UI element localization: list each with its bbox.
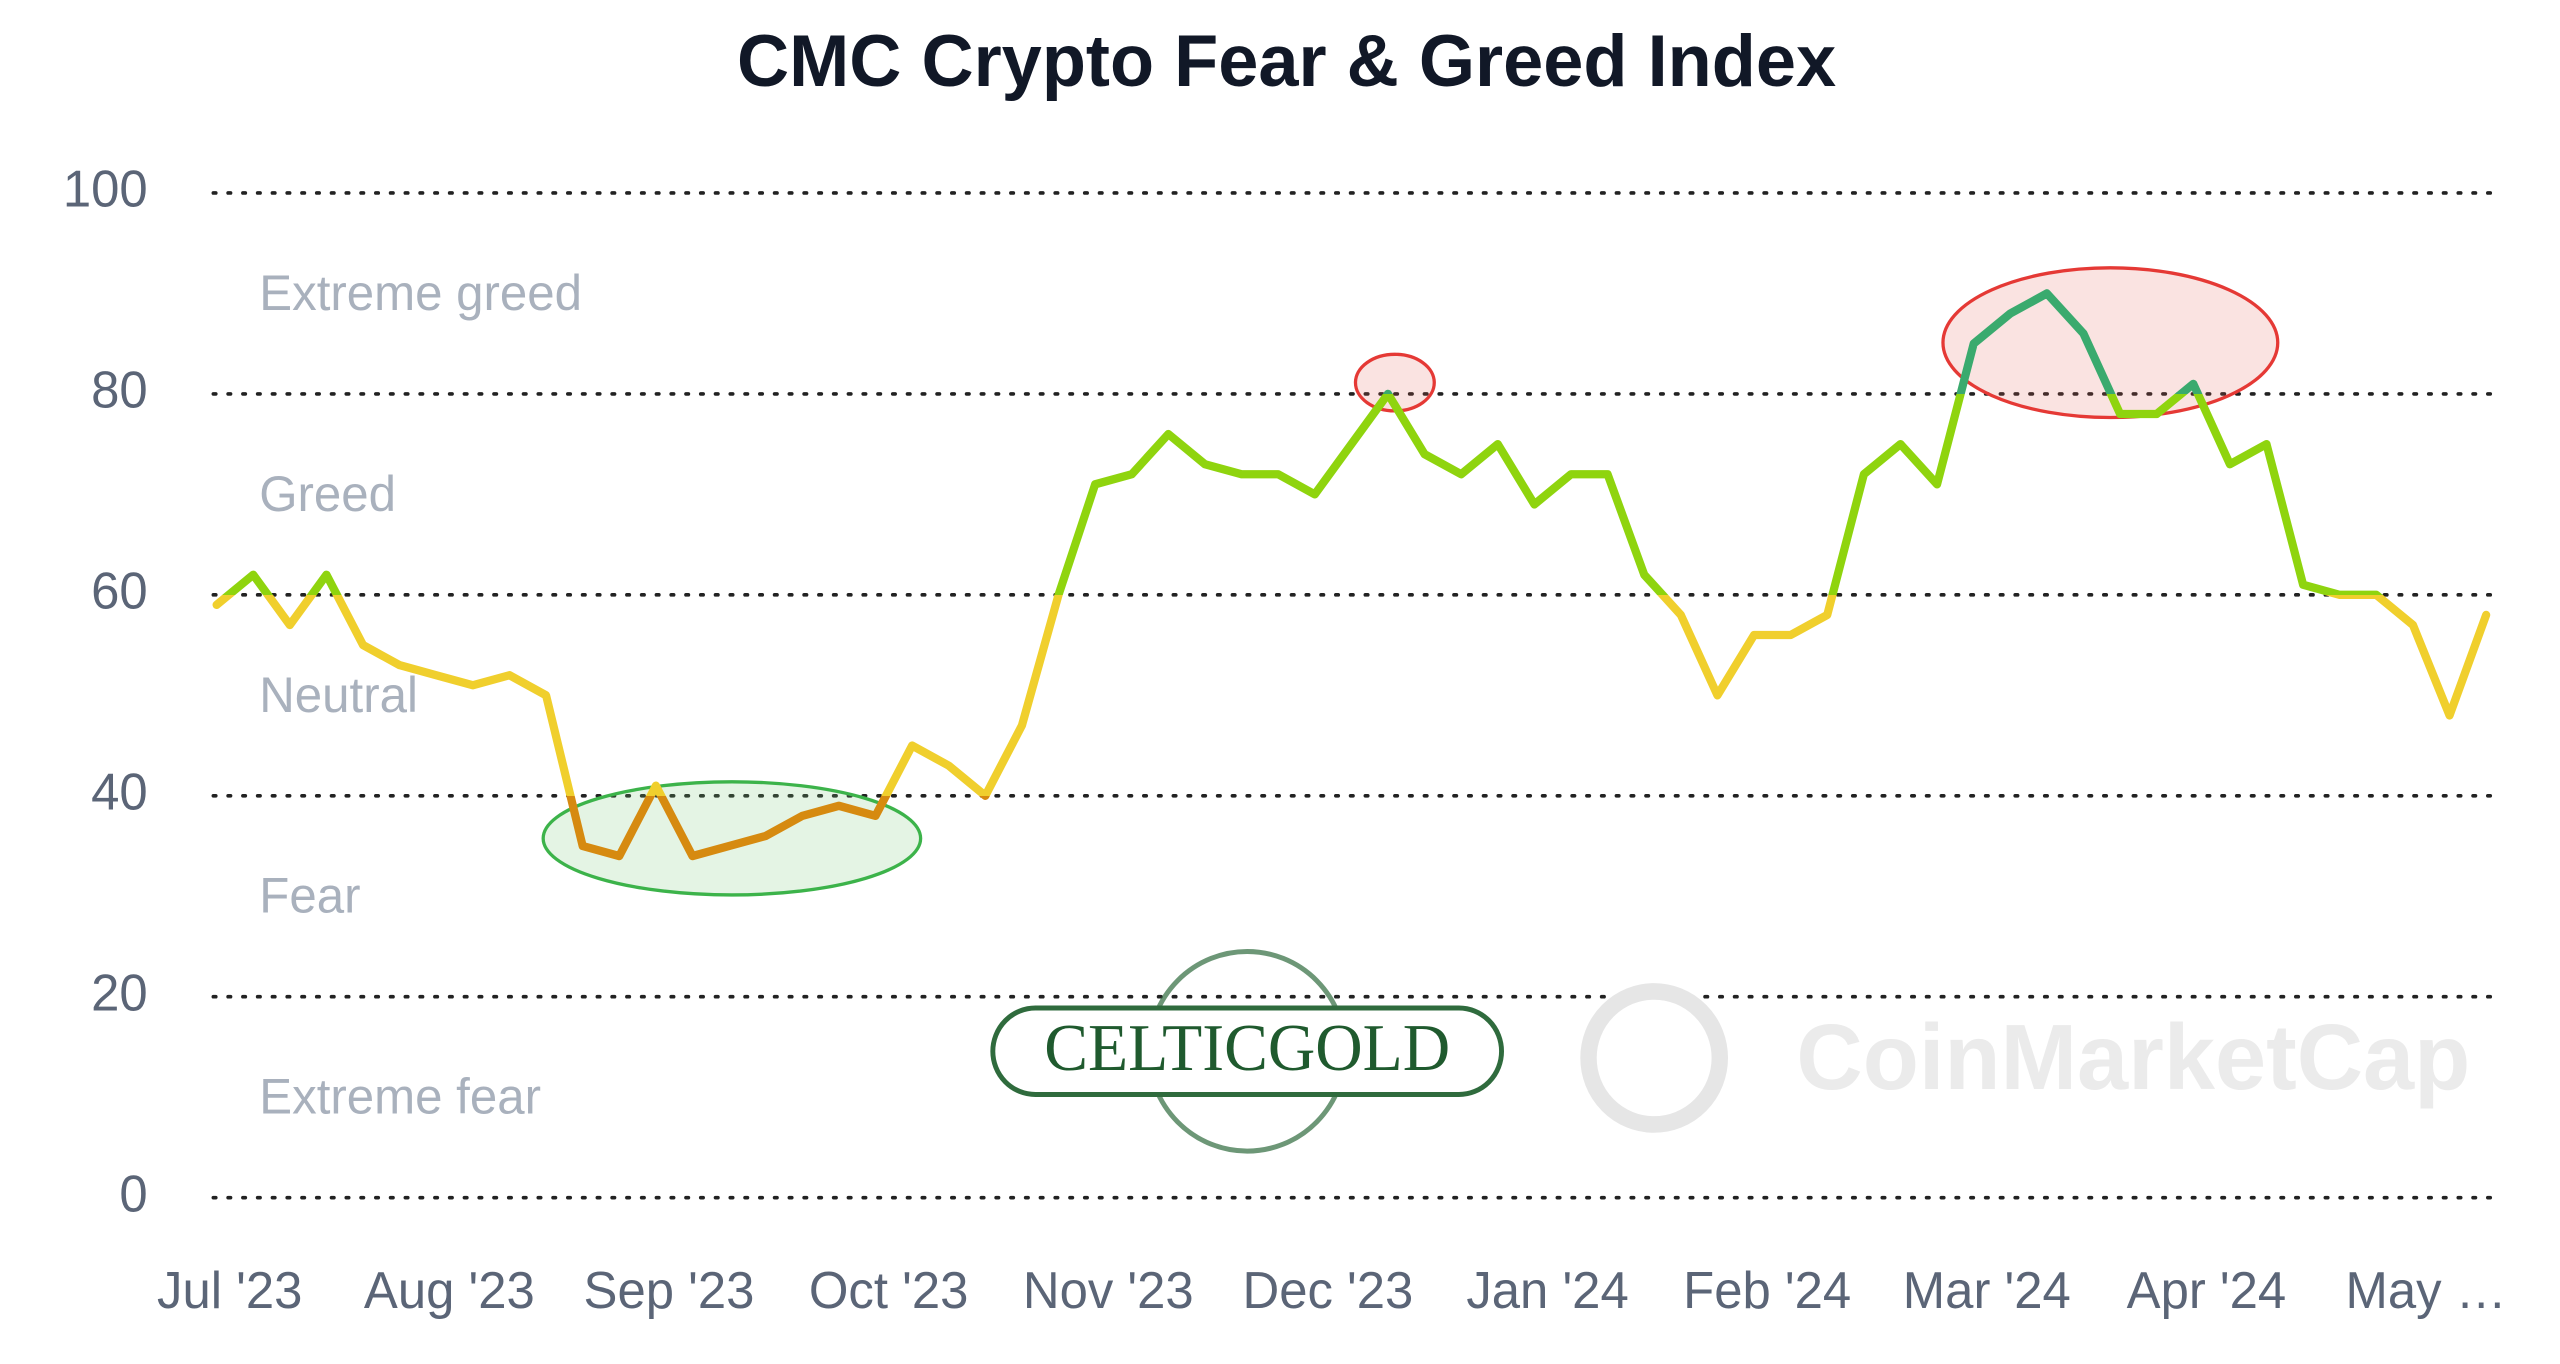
x-tick-label: Oct '23 <box>809 1261 969 1318</box>
watermarks: CELTICGOLD CoinMarketCap <box>990 948 2470 1154</box>
x-tick-label: Nov '23 <box>1023 1261 1194 1318</box>
cmc-logo <box>1580 983 1728 1133</box>
y-tick-label: 40 <box>91 763 148 820</box>
index-line <box>212 289 2491 861</box>
y-tick-label: 60 <box>91 562 148 619</box>
x-tick-label: Mar '24 <box>1903 1261 2071 1318</box>
y-tick-label: 0 <box>119 1165 147 1222</box>
cmc-watermark: CoinMarketCap <box>1796 1005 2470 1110</box>
celtic-badge <box>990 1005 1504 1098</box>
y-tick-label: 100 <box>63 160 148 217</box>
zone-label: Fear <box>259 867 360 923</box>
zone-label: Neutral <box>259 667 418 723</box>
y-tick-label: 20 <box>91 964 148 1021</box>
x-tick-label: Feb '24 <box>1683 1261 1851 1318</box>
zone-label: Extreme fear <box>259 1068 541 1124</box>
x-tick-label: Apr '24 <box>2127 1261 2287 1318</box>
celtic-watermark: CELTICGOLD <box>1044 1011 1450 1084</box>
y-tick-label: 80 <box>91 361 148 418</box>
x-tick-label: Jul '23 <box>157 1261 302 1318</box>
zone-label: Greed <box>259 466 396 522</box>
x-tick-label: Sep '23 <box>584 1261 755 1318</box>
chart-title: CMC Crypto Fear & Greed Index <box>737 20 1836 102</box>
highlight-fear <box>541 780 923 897</box>
x-tick-label: Jan '24 <box>1466 1261 1628 1318</box>
x-tick-label: May … <box>2346 1261 2507 1318</box>
x-tick-label: Aug '23 <box>364 1261 535 1318</box>
x-tick-label: Dec '23 <box>1242 1261 1413 1318</box>
zone-label: Extreme greed <box>259 265 582 321</box>
annotations <box>541 266 2280 897</box>
